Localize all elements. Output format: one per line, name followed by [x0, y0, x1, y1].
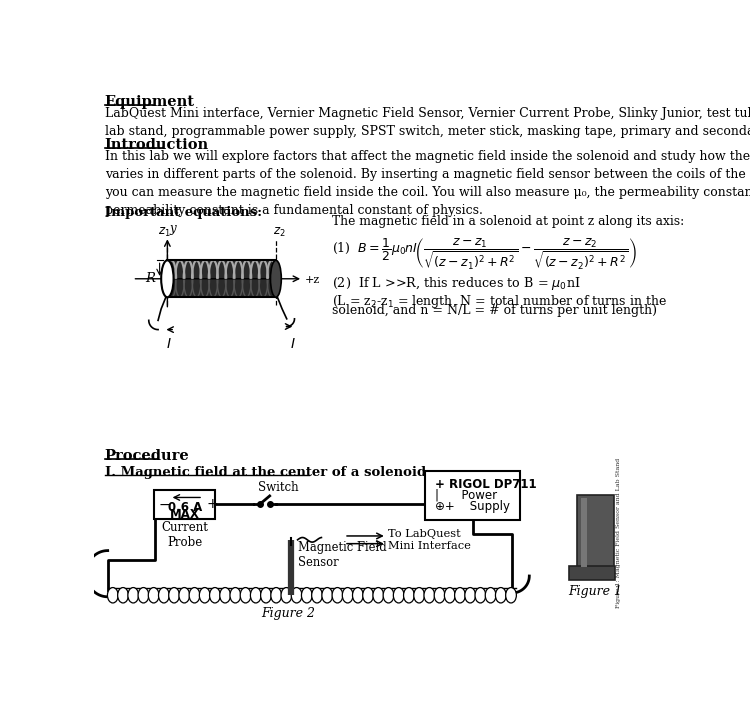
Ellipse shape	[383, 587, 394, 603]
Text: +z: +z	[304, 275, 320, 285]
FancyBboxPatch shape	[154, 490, 215, 519]
Ellipse shape	[445, 587, 455, 603]
Ellipse shape	[158, 587, 170, 603]
Text: ⊕+    Supply: ⊕+ Supply	[435, 500, 510, 513]
Text: y: y	[170, 222, 176, 235]
Ellipse shape	[118, 587, 128, 603]
Ellipse shape	[434, 587, 445, 603]
Text: |      Power: | Power	[435, 489, 496, 502]
Ellipse shape	[260, 587, 272, 603]
Ellipse shape	[128, 587, 139, 603]
Ellipse shape	[352, 587, 363, 603]
Ellipse shape	[179, 587, 190, 603]
Text: (2)  If L >>R, this reduces to B = $\mu_0$nI: (2) If L >>R, this reduces to B = $\mu_0…	[332, 275, 581, 292]
Text: solenoid, and n = N/L = # of turns per unit length): solenoid, and n = N/L = # of turns per u…	[332, 304, 658, 317]
FancyBboxPatch shape	[581, 498, 587, 567]
Ellipse shape	[393, 587, 404, 603]
Text: + RIGOL DP711: + RIGOL DP711	[435, 478, 536, 491]
Text: +: +	[206, 498, 218, 511]
Text: $I$: $I$	[290, 337, 296, 352]
Text: MAX: MAX	[170, 508, 200, 521]
Text: (1)  $B = \dfrac{1}{2}\mu_0 nI\!\left(\dfrac{z-z_1}{\sqrt{(z-z_1)^2+R^2}} - \dfr: (1) $B = \dfrac{1}{2}\mu_0 nI\!\left(\df…	[332, 237, 638, 272]
Ellipse shape	[424, 587, 435, 603]
Ellipse shape	[200, 587, 210, 603]
Ellipse shape	[138, 587, 148, 603]
Ellipse shape	[251, 587, 261, 603]
Text: R: R	[146, 273, 156, 285]
Ellipse shape	[454, 587, 465, 603]
Text: $z_1$: $z_1$	[158, 226, 171, 239]
Text: $I$: $I$	[166, 337, 172, 352]
Ellipse shape	[240, 587, 251, 603]
Ellipse shape	[189, 587, 200, 603]
Text: To LabQuest
Mini Interface: To LabQuest Mini Interface	[388, 529, 471, 551]
FancyBboxPatch shape	[425, 470, 520, 520]
FancyBboxPatch shape	[568, 566, 615, 580]
Ellipse shape	[230, 587, 241, 603]
FancyBboxPatch shape	[577, 495, 614, 570]
Text: Procedure: Procedure	[104, 449, 189, 463]
Text: Equipment: Equipment	[104, 95, 194, 109]
Text: In this lab we will explore factors that affect the magnetic field inside the so: In this lab we will explore factors that…	[104, 150, 750, 217]
Ellipse shape	[169, 587, 179, 603]
Ellipse shape	[107, 587, 118, 603]
Ellipse shape	[148, 587, 159, 603]
Text: (L = z$_2$-z$_1$ = length, N = total number of turns in the: (L = z$_2$-z$_1$ = length, N = total num…	[332, 293, 668, 311]
Ellipse shape	[302, 587, 312, 603]
Ellipse shape	[161, 260, 173, 297]
Ellipse shape	[312, 587, 322, 603]
Ellipse shape	[281, 587, 292, 603]
Ellipse shape	[475, 587, 486, 603]
Ellipse shape	[373, 587, 384, 603]
Ellipse shape	[496, 587, 506, 603]
Ellipse shape	[485, 587, 496, 603]
Text: LabQuest Mini interface, Vernier Magnetic Field Sensor, Vernier Current Probe, S: LabQuest Mini interface, Vernier Magneti…	[104, 107, 750, 138]
Ellipse shape	[342, 587, 353, 603]
Ellipse shape	[271, 587, 281, 603]
Ellipse shape	[363, 587, 374, 603]
Text: $z_2$: $z_2$	[273, 226, 286, 239]
Text: Important equations:: Important equations:	[104, 206, 262, 219]
Ellipse shape	[271, 260, 281, 297]
Text: Figure 1: Magnetic Field Sensor and Lab Stand: Figure 1: Magnetic Field Sensor and Lab …	[616, 457, 621, 608]
Text: Introduction: Introduction	[104, 138, 209, 152]
FancyBboxPatch shape	[167, 260, 276, 297]
Text: Current
Probe: Current Probe	[161, 521, 209, 549]
Text: The magnetic field in a solenoid at point z along its axis:: The magnetic field in a solenoid at poin…	[332, 215, 685, 228]
Text: Switch: Switch	[258, 480, 299, 494]
Ellipse shape	[506, 587, 517, 603]
Ellipse shape	[465, 587, 476, 603]
Text: I. Magnetic field at the center of a solenoid: I. Magnetic field at the center of a sol…	[104, 466, 426, 479]
Ellipse shape	[404, 587, 414, 603]
Text: Figure 2: Figure 2	[262, 607, 316, 620]
Text: 0.6 A: 0.6 A	[168, 501, 202, 514]
Ellipse shape	[209, 587, 220, 603]
Ellipse shape	[220, 587, 230, 603]
Text: −: −	[159, 498, 170, 511]
Ellipse shape	[291, 587, 302, 603]
Ellipse shape	[332, 587, 343, 603]
Ellipse shape	[322, 587, 332, 603]
Text: Magnetic Field
Sensor: Magnetic Field Sensor	[298, 541, 386, 569]
Ellipse shape	[414, 587, 424, 603]
Text: Figure 1: Figure 1	[568, 585, 622, 598]
